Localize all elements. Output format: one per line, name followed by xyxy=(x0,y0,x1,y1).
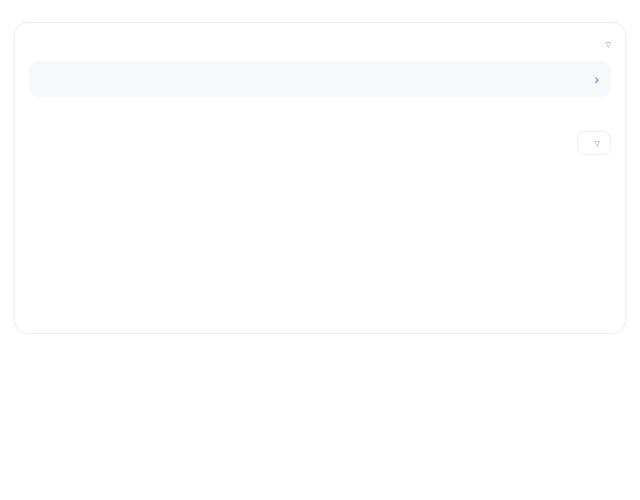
report-card: ▿ › ▿ xyxy=(14,22,626,334)
period-tab[interactable]: ▿ xyxy=(577,131,611,155)
banner-link[interactable]: › xyxy=(594,71,599,87)
card-header: ▿ xyxy=(29,35,611,51)
chevron-down-icon: ▿ xyxy=(605,39,611,51)
chevron-right-icon: › xyxy=(594,71,599,87)
revenue-chart xyxy=(29,161,611,311)
page-title xyxy=(0,0,640,16)
chevron-down-icon: ▿ xyxy=(594,138,600,150)
period-selector[interactable]: ▿ xyxy=(599,35,611,51)
ai-banner[interactable]: › xyxy=(29,61,611,97)
